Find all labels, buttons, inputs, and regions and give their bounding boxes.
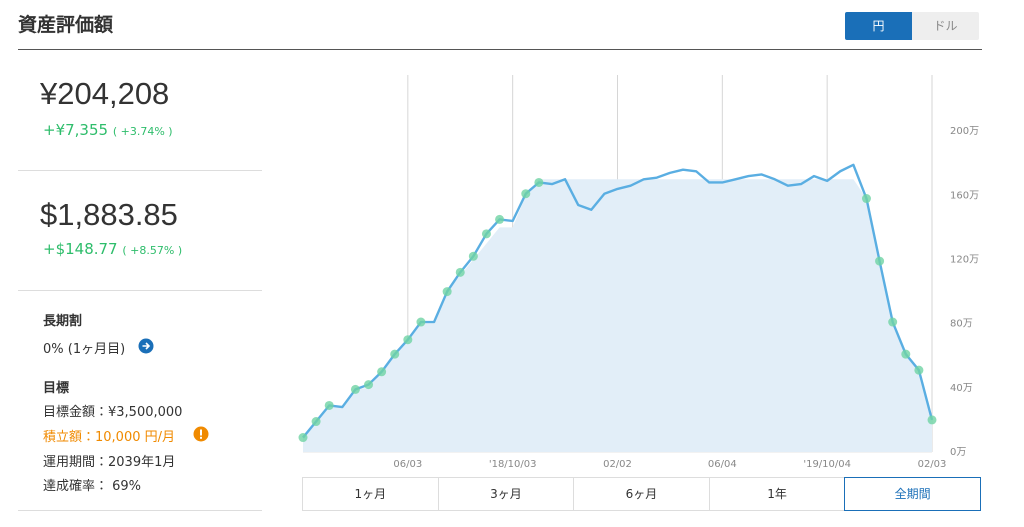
usd-change-pct: ( +8.57% ) xyxy=(122,244,183,257)
x-tick-label: '18/10/03 xyxy=(489,459,537,470)
jpy-total: ¥204,208 xyxy=(40,76,170,111)
x-tick-label: 02/03 xyxy=(918,459,947,470)
marker xyxy=(481,229,491,239)
usd-total: $1,883.85 xyxy=(40,197,178,232)
marker xyxy=(495,214,505,224)
jpy-change: +¥7,355 ( +3.74% ) xyxy=(43,121,173,139)
separator xyxy=(18,290,262,291)
y-tick-label: 120万 xyxy=(950,254,979,265)
period-buttons: 1ヶ月 3ヶ月 6ヶ月 1年 全期間 xyxy=(302,477,981,511)
period-button[interactable]: 1ヶ月 xyxy=(302,477,439,511)
marker xyxy=(914,365,924,375)
marker xyxy=(861,194,871,204)
warning-icon[interactable] xyxy=(193,426,209,442)
marker xyxy=(455,267,465,277)
period-button[interactable]: 1年 xyxy=(708,477,846,511)
jpy-change-value: +¥7,355 xyxy=(43,121,109,139)
marker xyxy=(534,177,544,187)
x-tick-label: 02/02 xyxy=(603,459,632,470)
y-tick-label: 200万 xyxy=(950,126,979,137)
x-tick-label: 06/03 xyxy=(393,459,422,470)
marker xyxy=(390,349,400,359)
marker xyxy=(442,287,452,297)
marker xyxy=(298,433,308,443)
area xyxy=(303,179,932,452)
goal-period: 運用期間：2039年1月 xyxy=(43,455,176,470)
discount-title: 長期割 xyxy=(43,314,83,329)
currency-yen[interactable]: 円 xyxy=(845,12,912,40)
marker xyxy=(403,335,413,345)
jpy-change-pct: ( +3.74% ) xyxy=(112,125,173,138)
y-tick-label: 40万 xyxy=(950,383,973,394)
usd-change: +$148.77 ( +8.57% ) xyxy=(43,240,182,258)
x-tick-label: 06/04 xyxy=(708,459,737,470)
period-button[interactable]: 6ヶ月 xyxy=(573,477,710,511)
marker xyxy=(324,400,334,410)
goal-monthly: 積立額：10,000 円/月 xyxy=(43,430,175,445)
marker xyxy=(901,349,911,359)
y-tick-label: 80万 xyxy=(950,319,973,330)
goal-amount: 目標金額：¥3,500,000 xyxy=(43,405,183,420)
separator xyxy=(18,170,262,171)
currency-usd[interactable]: ドル xyxy=(912,12,979,40)
marker xyxy=(364,380,374,390)
marker xyxy=(888,317,898,327)
marker xyxy=(377,367,387,377)
separator xyxy=(18,510,262,511)
marker xyxy=(875,256,885,266)
goal-probability: 達成確率： 69% xyxy=(43,479,142,494)
period-button[interactable]: 全期間 xyxy=(844,477,981,511)
marker xyxy=(311,417,321,427)
marker xyxy=(521,189,531,199)
marker xyxy=(350,384,360,394)
discount-value: 0% (1ヶ月目) xyxy=(43,342,126,357)
period-button[interactable]: 3ヶ月 xyxy=(437,477,575,511)
marker xyxy=(468,251,478,261)
marker xyxy=(927,415,937,425)
goal-title: 目標 xyxy=(43,381,70,396)
y-tick-label: 0万 xyxy=(950,447,966,458)
usd-change-value: +$148.77 xyxy=(43,240,118,258)
marker xyxy=(416,317,426,327)
chart: 0万 40万 80万 120万 160万 200万 06/03 '18/10/03 02/02 0… xyxy=(298,75,979,470)
divider xyxy=(18,49,982,50)
page-title: 資産評価額 xyxy=(18,14,114,36)
discount-link[interactable] xyxy=(138,338,154,354)
y-tick-label: 160万 xyxy=(950,190,979,201)
x-tick-label: '19/10/04 xyxy=(803,459,851,470)
